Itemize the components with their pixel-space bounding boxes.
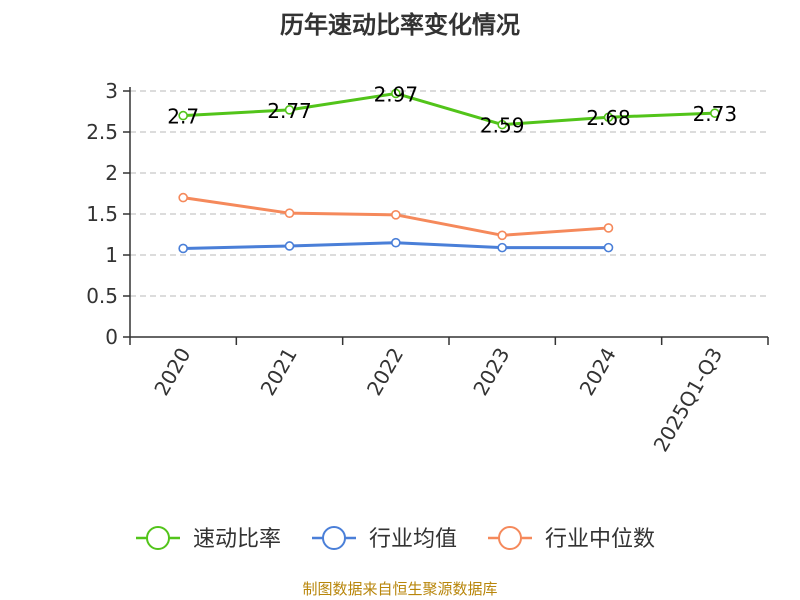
axes: 0 0.5 1 1.5 2 2.5 3 2020 2021 2022 2023 2024 2025Q1-… bbox=[86, 79, 769, 456]
legend-item[interactable]: 行业中位数 bbox=[488, 526, 655, 552]
data-point bbox=[284, 105, 295, 115]
y-tick-label: 1.5 bbox=[86, 202, 118, 226]
x-tick-label: 2024 bbox=[575, 344, 621, 400]
data-point bbox=[603, 223, 614, 233]
series-0 bbox=[178, 88, 720, 130]
data-point bbox=[391, 210, 401, 220]
x-tick-label: 2020 bbox=[149, 344, 195, 400]
data-point bbox=[178, 110, 188, 121]
grid-lines bbox=[130, 90, 768, 297]
series-2 bbox=[178, 192, 614, 241]
data-label: 2.73 bbox=[693, 102, 738, 126]
data-point bbox=[284, 208, 295, 218]
data-point bbox=[603, 112, 614, 123]
data-label: 2.68 bbox=[586, 106, 631, 130]
x-tick-label: 2023 bbox=[468, 343, 514, 399]
data-point bbox=[391, 237, 401, 248]
legend-marker bbox=[322, 526, 346, 550]
series-layer bbox=[178, 88, 720, 254]
data-point bbox=[284, 241, 295, 251]
y-tick-label: 0 bbox=[105, 325, 118, 349]
series-line bbox=[183, 91, 715, 127]
data-point bbox=[497, 242, 507, 253]
data-point bbox=[603, 242, 614, 253]
data-point bbox=[497, 119, 507, 130]
data-point bbox=[391, 88, 401, 99]
chart-title: 历年速动比率变化情况 bbox=[280, 11, 520, 39]
legend-label: 速动比率 bbox=[193, 527, 281, 552]
legend-label: 行业中位数 bbox=[545, 527, 655, 552]
source-note: 制图数据来自恒生聚源数据库 bbox=[302, 580, 497, 598]
x-tick-label: 2025Q1-Q3 bbox=[648, 344, 727, 456]
data-label: 2.59 bbox=[480, 114, 525, 138]
x-tick-label: 2021 bbox=[256, 344, 302, 400]
data-label: 2.7 bbox=[167, 105, 199, 129]
legend-item[interactable]: 速动比率 bbox=[136, 526, 281, 552]
data-labels: 2.7 2.77 2.97 2.59 2.68 2.73 bbox=[167, 82, 737, 137]
y-tick-label: 0.5 bbox=[86, 284, 118, 308]
data-point bbox=[710, 108, 720, 118]
y-tick-label: 2.5 bbox=[86, 120, 118, 144]
data-point bbox=[178, 192, 188, 203]
x-tick-label: 2022 bbox=[362, 344, 408, 400]
data-point bbox=[497, 230, 507, 241]
data-label: 2.77 bbox=[267, 99, 312, 123]
y-tick-label: 2 bbox=[105, 161, 118, 185]
data-point bbox=[178, 243, 188, 254]
y-tick-label: 3 bbox=[105, 79, 118, 103]
y-tick-label: 1 bbox=[105, 243, 118, 267]
legend-marker bbox=[146, 526, 170, 550]
data-label: 2.97 bbox=[374, 82, 419, 106]
legend: 速动比率 行业均值 行业中位数 bbox=[136, 526, 655, 552]
legend-marker bbox=[498, 526, 522, 550]
legend-label: 行业均值 bbox=[369, 527, 457, 552]
series-1 bbox=[178, 237, 614, 254]
legend-item[interactable]: 行业均值 bbox=[312, 526, 457, 552]
